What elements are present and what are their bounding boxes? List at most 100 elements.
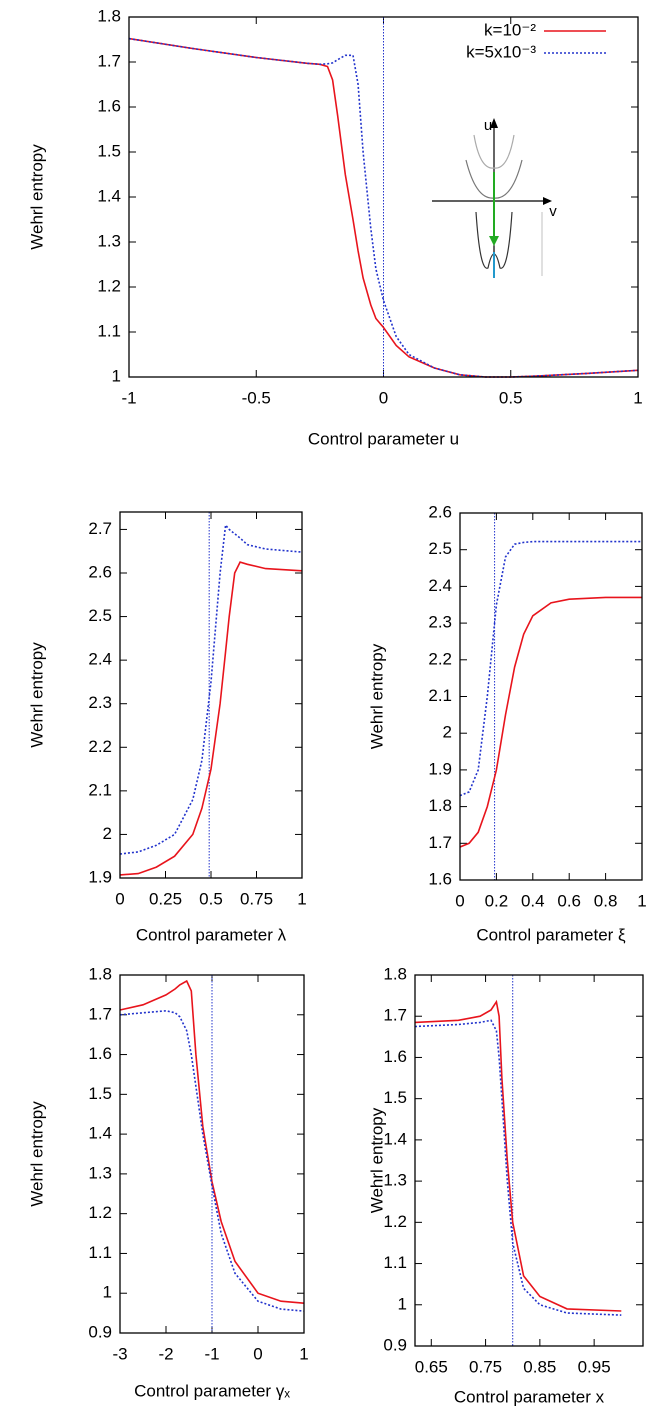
y-tick-label: 1.8	[428, 796, 452, 815]
y-tick-label: 1.3	[88, 1163, 112, 1182]
y-tick-label: 2.5	[428, 539, 452, 558]
inset-diagram	[432, 118, 552, 278]
y-tick-label: 1.7	[383, 1006, 407, 1025]
y-tick-label: 0.9	[383, 1335, 407, 1354]
y-tick-label: 1.6	[383, 1047, 407, 1066]
y-tick-label: 1.1	[97, 321, 121, 340]
x-tick-label: -0.5	[242, 388, 271, 407]
y-tick-label: 1.5	[383, 1088, 407, 1107]
x-tick-label: -2	[158, 1344, 173, 1363]
y-tick-label: 1.4	[97, 186, 121, 205]
y-tick-label: 1.9	[88, 867, 112, 886]
y-axis-label: Wehrl entropy	[367, 643, 386, 749]
y-tick-label: 2.1	[428, 686, 452, 705]
y-tick-label: 1.5	[88, 1084, 112, 1103]
series-line	[414, 1019, 622, 1316]
y-tick-label: 2.4	[88, 650, 112, 669]
y-tick-label: 2.3	[428, 613, 452, 632]
x-axis-label: Control parameter ξ	[476, 925, 626, 944]
y-tick-label: 1.7	[428, 833, 452, 852]
x-tick-label: 0.5	[499, 388, 523, 407]
y-tick-label: 2.4	[428, 576, 452, 595]
y-tick-label: 0.9	[88, 1322, 112, 1341]
y-tick-label: 1.6	[428, 869, 452, 888]
y-tick-label: 2.7	[88, 519, 112, 538]
y-tick-label: 1.2	[88, 1203, 112, 1222]
y-tick-label: 1	[398, 1294, 407, 1313]
x-tick-label: 0	[455, 891, 464, 910]
x-tick-label: 0.25	[149, 889, 182, 908]
x-axis-label: Control parameter λ	[136, 925, 287, 944]
y-tick-label: 2.3	[88, 693, 112, 712]
x-tick-label: 0.8	[594, 891, 618, 910]
y-tick-label: 1.9	[428, 759, 452, 778]
y-axis-label: Wehrl entropy	[27, 1101, 46, 1207]
x-tick-label: -1	[121, 388, 136, 407]
x-tick-label: 0	[115, 889, 124, 908]
y-tick-label: 1.7	[97, 51, 121, 70]
plot-frame	[119, 974, 305, 1334]
series-line	[119, 1009, 305, 1312]
x-tick-label: -1	[204, 1344, 219, 1363]
x-tick-label: 0.75	[469, 1357, 502, 1376]
y-tick-label: 2.6	[88, 562, 112, 581]
x-tick-label: 1	[637, 891, 646, 910]
x-tick-label: 0.65	[415, 1357, 448, 1376]
x-axis-label: Control parameter γₓ	[134, 1381, 290, 1400]
y-tick-label: 1	[112, 366, 121, 385]
x-tick-label: 1	[633, 388, 642, 407]
y-axis-label: Wehrl entropy	[367, 1107, 386, 1213]
series-line	[119, 523, 303, 855]
x-axis-label: Control parameter x	[454, 1387, 605, 1406]
x-tick-label: 0.6	[557, 891, 581, 910]
legend-label: k=5x10⁻³	[466, 42, 536, 61]
y-tick-label: 1.2	[383, 1212, 407, 1231]
y-tick-label: 1.3	[97, 231, 121, 250]
y-tick-label: 1.1	[88, 1243, 112, 1262]
series-line	[414, 999, 622, 1312]
series-line	[459, 540, 642, 797]
y-tick-label: 1.4	[88, 1124, 112, 1143]
y-tick-label: 1.8	[97, 6, 121, 25]
x-tick-label: -3	[112, 1344, 127, 1363]
x-tick-label: 0.4	[521, 891, 545, 910]
y-tick-label: 2.2	[88, 737, 112, 756]
y-tick-label: 1.3	[383, 1171, 407, 1190]
legend-label: k=10⁻²	[484, 20, 536, 39]
y-tick-label: 1.5	[97, 141, 121, 160]
plot-frame	[119, 511, 303, 879]
y-tick-label: 2	[103, 824, 112, 843]
y-tick-label: 2.2	[428, 649, 452, 668]
y-tick-label: 2.5	[88, 606, 112, 625]
plot-frame	[128, 16, 639, 378]
x-tick-label: 1	[297, 889, 306, 908]
series-line	[119, 979, 305, 1304]
y-tick-label: 2	[443, 723, 452, 742]
inset-label: u	[484, 117, 492, 134]
x-tick-label: 0.95	[578, 1357, 611, 1376]
y-tick-label: 1.1	[383, 1253, 407, 1272]
y-tick-label: 1.8	[88, 964, 112, 983]
x-tick-label: 0.75	[240, 889, 273, 908]
y-axis-label: Wehrl entropy	[27, 642, 46, 748]
y-tick-label: 2.1	[88, 780, 112, 799]
x-tick-label: 0.85	[523, 1357, 556, 1376]
y-tick-label: 1.4	[383, 1129, 407, 1148]
plot-frame	[414, 974, 644, 1347]
y-tick-label: 2.6	[428, 502, 452, 521]
y-tick-label: 1.6	[97, 96, 121, 115]
plot-frame	[459, 512, 643, 881]
y-tick-label: 1	[103, 1283, 112, 1302]
x-tick-label: 1	[299, 1344, 308, 1363]
x-axis-label: Control parameter u	[308, 429, 459, 448]
inset-label: v	[549, 203, 557, 220]
y-tick-label: 1.2	[97, 276, 121, 295]
series-line	[119, 561, 303, 876]
series-line	[459, 596, 642, 848]
y-tick-label: 1.7	[88, 1004, 112, 1023]
x-tick-label: 0.5	[199, 889, 223, 908]
y-axis-label: Wehrl entropy	[27, 144, 46, 250]
x-tick-label: 0	[253, 1344, 262, 1363]
